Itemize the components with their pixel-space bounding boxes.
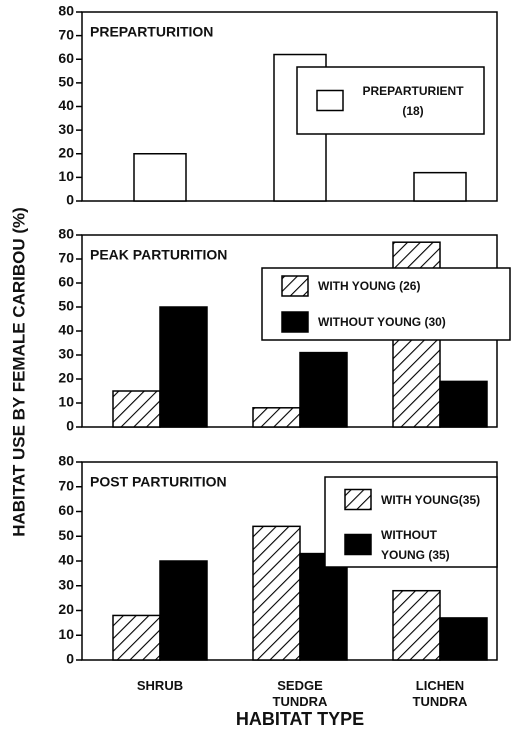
y-tick-label: 10 bbox=[58, 394, 74, 410]
y-tick-label: 50 bbox=[58, 74, 74, 90]
bar bbox=[252, 525, 301, 661]
y-tick-label: 80 bbox=[58, 3, 74, 19]
legend-label: WITH YOUNG(35) bbox=[381, 492, 481, 507]
legend-label: WITHOUT YOUNG (30) bbox=[318, 315, 446, 329]
bar bbox=[299, 351, 348, 428]
y-tick-label: 30 bbox=[58, 576, 74, 592]
x-tick-label: LICHEN TUNDRA bbox=[412, 678, 468, 709]
bar bbox=[439, 617, 488, 661]
bar bbox=[112, 614, 161, 661]
x-axis-label: HABITAT TYPE bbox=[236, 709, 364, 729]
y-tick-label: 70 bbox=[58, 26, 74, 42]
y-tick-label: 70 bbox=[58, 250, 74, 266]
y-tick-label: 0 bbox=[66, 651, 74, 667]
bar bbox=[159, 560, 208, 661]
bar bbox=[252, 407, 301, 428]
bar bbox=[413, 171, 467, 202]
bar bbox=[159, 306, 208, 428]
legend-label-box: WITH YOUNG (26) bbox=[318, 279, 421, 293]
y-tick-label: 70 bbox=[58, 477, 74, 493]
x-tick-label-box: SEDGE TUNDRA bbox=[272, 678, 328, 709]
y-tick-label: 10 bbox=[58, 168, 74, 184]
y-tick-label: 30 bbox=[58, 346, 74, 362]
legend-swatch bbox=[316, 89, 344, 112]
panel-title: PEAK PARTURITION bbox=[90, 247, 227, 263]
y-tick-label: 0 bbox=[66, 192, 74, 208]
y-tick-label: 40 bbox=[58, 552, 74, 568]
bar bbox=[299, 552, 348, 661]
y-tick-label: 50 bbox=[58, 527, 74, 543]
legend-swatch bbox=[281, 275, 309, 297]
x-tick-label-box: LICHEN TUNDRA bbox=[412, 678, 468, 709]
y-tick-label: 60 bbox=[58, 274, 74, 290]
panel-title: PREPARTURITION bbox=[90, 24, 213, 40]
bar bbox=[133, 153, 187, 202]
y-tick-label: 0 bbox=[66, 418, 74, 434]
legend-label: PREPARTURIENT (18) bbox=[362, 83, 464, 118]
y-tick-label: 20 bbox=[58, 601, 74, 617]
y-tick-label: 50 bbox=[58, 298, 74, 314]
y-tick-label: 10 bbox=[58, 626, 74, 642]
y-tick-label: 40 bbox=[58, 97, 74, 113]
y-tick-label: 80 bbox=[58, 453, 74, 469]
x-tick-label: SHRUB bbox=[136, 678, 184, 693]
y-axis-label: HABITAT USE BY FEMALE CARIBOU (%) bbox=[9, 207, 28, 537]
y-tick-label: 60 bbox=[58, 50, 74, 66]
y-tick-label: 20 bbox=[58, 370, 74, 386]
legend-label-box: PREPARTURIENT (18) bbox=[362, 83, 464, 118]
y-tick-label: 80 bbox=[58, 226, 74, 242]
x-tick-label-box: SHRUB bbox=[136, 678, 184, 693]
legend-label-box: WITHOUT YOUNG (35) bbox=[381, 527, 450, 562]
y-tick-label: 40 bbox=[58, 322, 74, 338]
panel-title: POST PARTURITION bbox=[90, 474, 227, 490]
x-tick-label: SEDGE TUNDRA bbox=[272, 678, 328, 709]
bar bbox=[392, 589, 441, 661]
bar bbox=[439, 380, 488, 428]
legend-label: WITHOUT YOUNG (35) bbox=[381, 527, 450, 562]
bar bbox=[112, 390, 161, 428]
y-tick-label: 20 bbox=[58, 144, 74, 160]
legend-label-box: WITHOUT YOUNG (30) bbox=[318, 315, 446, 329]
y-tick-label: 60 bbox=[58, 502, 74, 518]
y-tick-label: 30 bbox=[58, 121, 74, 137]
legend-swatch bbox=[344, 488, 372, 511]
legend-swatch bbox=[281, 311, 309, 333]
legend-label-box: WITH YOUNG(35) bbox=[381, 492, 481, 507]
legend-label: WITH YOUNG (26) bbox=[318, 279, 421, 293]
legend-swatch bbox=[344, 533, 372, 556]
